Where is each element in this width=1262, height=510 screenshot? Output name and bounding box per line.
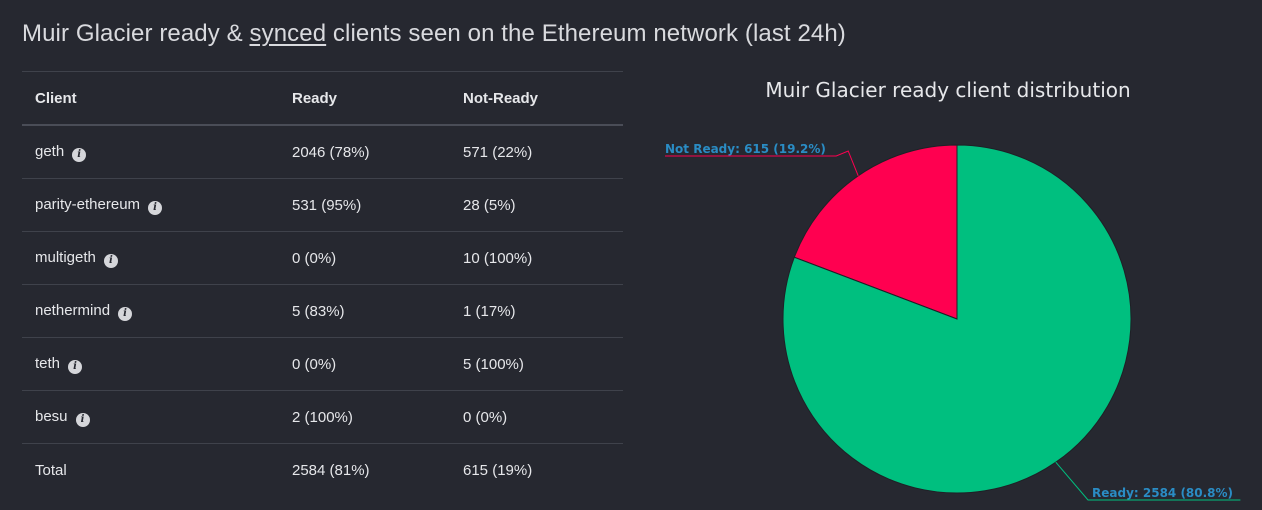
page-title: Muir Glacier ready & synced clients seen…: [22, 20, 846, 48]
ready-cell: 5 (83%): [279, 284, 450, 338]
info-icon[interactable]: i: [103, 253, 118, 268]
pie-leader-line: [1055, 461, 1241, 501]
info-icon[interactable]: i: [148, 200, 163, 215]
clients-table: Client Ready Not-Ready geth i 2046 (78%) …: [22, 71, 623, 496]
info-icon[interactable]: i: [75, 412, 90, 427]
client-cell: parity-ethereum i: [22, 178, 279, 232]
not-ready-cell: 0 (0%): [450, 390, 623, 444]
chart-title: Muir Glacier ready client distribution: [765, 78, 1130, 102]
not-ready-cell: 1 (17%): [450, 284, 623, 338]
synced-link[interactable]: synced: [249, 20, 327, 47]
table-row: multigeth i 0 (0%) 10 (100%): [22, 231, 623, 285]
pie-chart: Muir Glacier ready client distribution N…: [665, 78, 1241, 501]
not-ready-cell: 5 (100%): [450, 337, 623, 391]
table-row: parity-ethereum i 531 (95%) 28 (5%): [22, 178, 623, 232]
total-ready: 2584 (81%): [292, 461, 370, 479]
ready-cell: 0 (0%): [279, 231, 450, 285]
clients-table-container: Client Ready Not-Ready geth i 2046 (78%) …: [22, 71, 623, 496]
pie-label-ready: Ready: 2584 (80.8%): [1092, 486, 1233, 500]
info-icon[interactable]: i: [118, 306, 133, 321]
table-row: nethermind i 5 (83%) 1 (17%): [22, 284, 623, 338]
client-name: parity-ethereum: [35, 195, 141, 213]
ready-cell: 531 (95%): [279, 178, 450, 232]
header-not-ready: Not-Ready: [450, 71, 623, 126]
ready-cell: 0 (0%): [279, 337, 450, 391]
pie-label-not-ready: Not Ready: 615 (19.2%): [665, 142, 826, 156]
pie-leader-line: [665, 150, 859, 176]
not-ready-cell: 10 (100%): [450, 231, 623, 285]
client-name: multigeth: [35, 248, 96, 266]
total-row: Total 2584 (81%) 615 (19%): [22, 444, 623, 497]
not-ready-cell: 28 (5%): [450, 178, 623, 232]
total-label: Total: [35, 461, 67, 479]
info-icon[interactable]: i: [72, 147, 87, 162]
not-ready-cell: 571 (22%): [450, 125, 623, 179]
ready-cell: 2046 (78%): [279, 125, 450, 179]
title-prefix: Muir Glacier ready &: [22, 20, 250, 47]
table-row: geth i 2046 (78%) 571 (22%): [22, 125, 623, 179]
header-client: Client: [22, 71, 279, 126]
title-suffix: clients seen on the Ethereum network (la…: [326, 20, 846, 47]
client-cell: multigeth i: [22, 231, 279, 285]
table-row: teth i 0 (0%) 5 (100%): [22, 337, 623, 391]
total-not-ready: 615 (19%): [463, 461, 533, 479]
client-name: geth: [35, 142, 65, 160]
client-name: teth: [35, 354, 61, 372]
client-cell: geth i: [22, 125, 279, 179]
table-header-row: Client Ready Not-Ready: [22, 71, 623, 126]
client-name: nethermind: [35, 301, 111, 319]
client-cell: besu i: [22, 390, 279, 444]
pie-slice-ready[interactable]: [782, 144, 1132, 494]
info-icon[interactable]: i: [68, 359, 83, 374]
client-cell: nethermind i: [22, 284, 279, 338]
header-ready: Ready: [279, 71, 450, 126]
client-name: besu: [35, 407, 68, 425]
client-cell: teth i: [22, 337, 279, 391]
table-row: besu i 2 (100%) 0 (0%): [22, 390, 623, 444]
ready-cell: 2 (100%): [279, 390, 450, 444]
